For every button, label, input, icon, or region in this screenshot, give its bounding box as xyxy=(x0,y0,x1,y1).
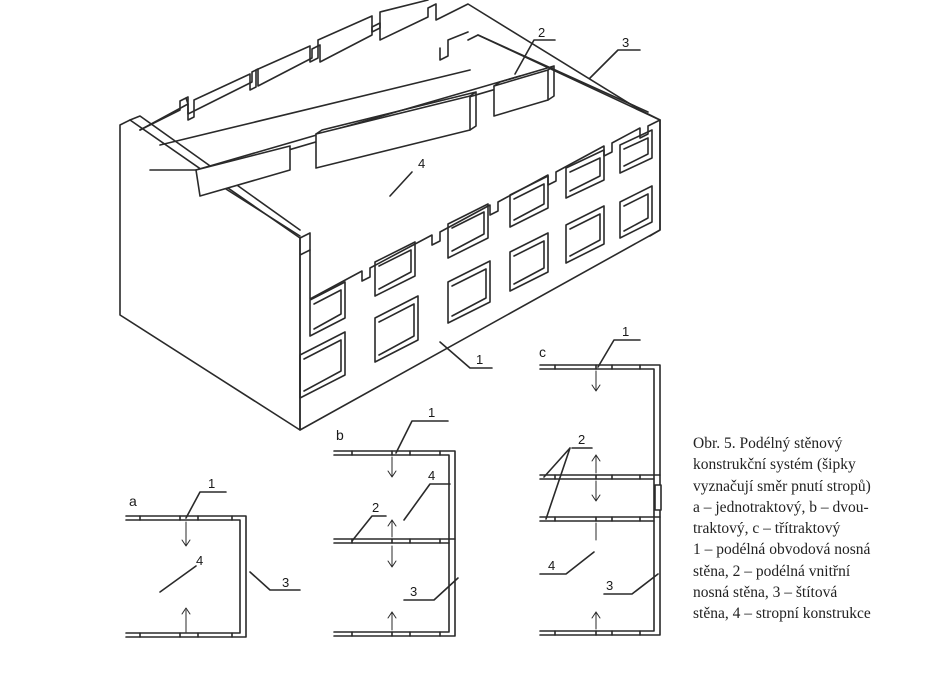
caption-line: 1 – podélná obvodová nosná xyxy=(693,541,871,559)
plan-c-label-2: 2 xyxy=(578,432,585,447)
internal-wall-panel-3 xyxy=(195,145,291,197)
plan-c-label-1: 1 xyxy=(622,324,629,339)
plan-b xyxy=(333,420,459,637)
plan-a-label-3: 3 xyxy=(282,575,289,590)
caption-line: vyznačují směr pnutí stropů) xyxy=(693,477,871,495)
iso-label-4: 4 xyxy=(418,156,425,171)
caption-line: stěna, 4 – stropní konstrukce xyxy=(693,605,871,623)
caption-line: stěna, 2 – podélná vnitřní xyxy=(693,562,851,580)
plan-b-label-1: 1 xyxy=(428,405,435,420)
caption-line: traktový, c – třítraktový xyxy=(693,520,841,538)
caption-line: konstrukční systém (šipky xyxy=(693,456,856,474)
caption-line: Obr. 5. Podélný stěnový xyxy=(693,435,843,452)
plan-a-label-4: 4 xyxy=(196,553,203,568)
plan-b-label-3: 3 xyxy=(410,584,417,599)
plan-b-letter: b xyxy=(336,427,344,443)
plan-a xyxy=(125,491,301,638)
iso-label-2: 2 xyxy=(538,25,545,40)
internal-wall-panel-1 xyxy=(315,95,471,169)
plan-c-label-3: 3 xyxy=(606,578,613,593)
isometric-building xyxy=(119,0,661,431)
figure-labels: 4 2 3 1 a 1 4 3 b 1 2 4 3 c 1 2 4 3 xyxy=(129,25,629,599)
plan-a-label-1: 1 xyxy=(208,476,215,491)
figure-caption: Obr. 5. Podélný stěnový konstrukční syst… xyxy=(693,433,933,625)
caption-line: nosná stěna, 3 – štítová xyxy=(693,584,838,602)
internal-wall-panel-2 xyxy=(493,69,549,117)
plan-a-letter: a xyxy=(129,493,137,509)
iso-label-3: 3 xyxy=(622,35,629,50)
front-wall xyxy=(299,119,661,431)
plan-b-label-2: 2 xyxy=(372,500,379,515)
plan-b-label-4: 4 xyxy=(428,468,435,483)
caption-line: a – jednotraktový, b – dvou- xyxy=(693,498,869,516)
front-wall-windows xyxy=(299,129,653,399)
plan-c-label-4: 4 xyxy=(548,558,555,573)
gable-wall-right xyxy=(467,34,661,237)
plan-c xyxy=(539,339,662,636)
iso-label-1: 1 xyxy=(476,352,483,367)
plan-c-letter: c xyxy=(539,344,546,360)
rear-wall xyxy=(139,0,469,131)
